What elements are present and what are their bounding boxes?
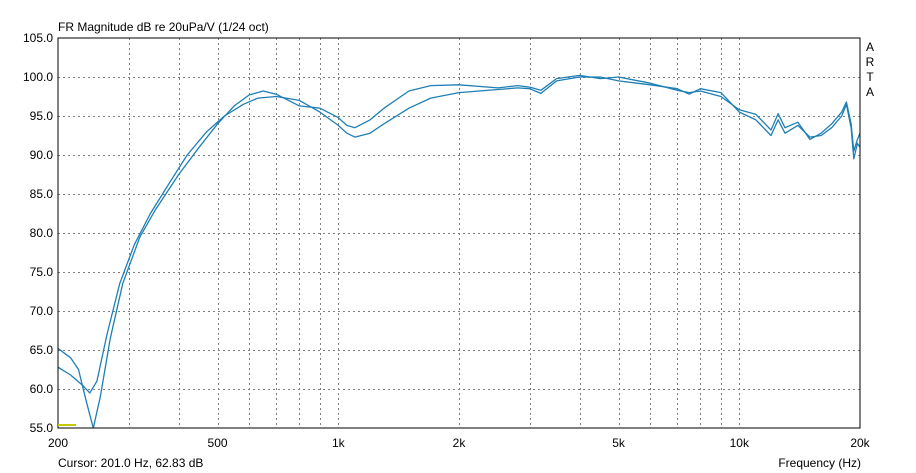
y-tick-label: 75.0 — [30, 265, 54, 279]
y-tick-label: 70.0 — [30, 304, 54, 318]
x-tick-label: 20k — [850, 436, 870, 450]
brand-letter: A — [866, 40, 874, 54]
y-tick-label: 60.0 — [30, 382, 54, 396]
series-layer — [58, 74, 860, 428]
cursor-readout: Cursor: 201.0 Hz, 62.83 dB — [58, 456, 203, 470]
x-tick-labels: 200 500 1k 2k 5k 10k 20k — [48, 436, 871, 450]
y-tick-label: 80.0 — [30, 226, 54, 240]
brand-letter: A — [866, 85, 874, 99]
brand-letter: T — [866, 70, 874, 84]
x-tick-label: 5k — [612, 436, 626, 450]
x-tick-label: 500 — [208, 436, 228, 450]
y-tick-labels: 55.0 60.0 65.0 70.0 75.0 80.0 85.0 90.0 95.0 100.… — [23, 31, 53, 435]
x-tick-label: 1k — [332, 436, 346, 450]
x-tick-label: 10k — [730, 436, 750, 450]
grid-lines — [58, 38, 860, 428]
series-line-1 — [58, 76, 860, 394]
y-tick-label: 65.0 — [30, 343, 54, 357]
y-tick-label: 85.0 — [30, 187, 54, 201]
brand-letter: R — [866, 55, 875, 69]
y-tick-label: 95.0 — [30, 109, 54, 123]
y-tick-label: 55.0 — [30, 421, 54, 435]
series-line-2 — [58, 74, 860, 428]
plot-frame — [57, 37, 861, 429]
x-tick-label: 200 — [48, 436, 68, 450]
y-tick-label: 100.0 — [23, 70, 53, 84]
x-tick-label: 2k — [453, 436, 467, 450]
y-tick-label: 105.0 — [23, 31, 53, 45]
y-tick-label: 90.0 — [30, 148, 54, 162]
chart-title: FR Magnitude dB re 20uPa/V (1/24 oct) — [58, 20, 269, 34]
x-axis-label: Frequency (Hz) — [778, 456, 861, 470]
